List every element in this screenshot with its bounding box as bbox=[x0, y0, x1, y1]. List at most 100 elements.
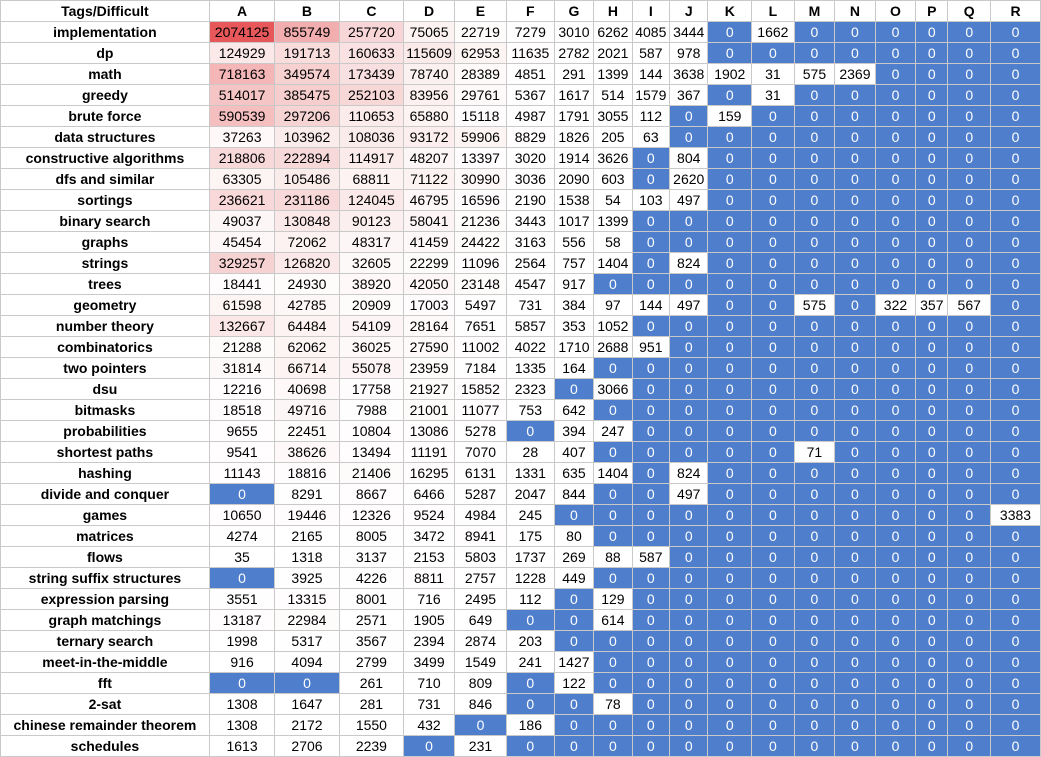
table-row: bitmasks 18518 49716 7988 21001 11077 753 642 0 0… bbox=[0, 399, 1041, 421]
heatmap-cell: 0 bbox=[707, 420, 753, 442]
heatmap-cell: 42785 bbox=[274, 294, 340, 316]
heatmap-cell: 0 bbox=[505, 420, 555, 442]
heatmap-cell: 567 bbox=[947, 294, 992, 316]
heatmap-cell: 0 bbox=[915, 630, 949, 652]
heatmap-cell: 2172 bbox=[274, 714, 340, 736]
heatmap-cell: 1318 bbox=[274, 546, 340, 568]
heatmap-cell: 0 bbox=[553, 504, 595, 526]
heatmap-cell: 0 bbox=[707, 735, 753, 757]
column-header-h: H bbox=[593, 0, 633, 22]
heatmap-cell: 1710 bbox=[553, 336, 595, 358]
row-label: meet-in-the-middle bbox=[0, 651, 210, 673]
heatmap-cell: 0 bbox=[751, 609, 795, 631]
heatmap-cell: 1579 bbox=[631, 84, 671, 106]
heatmap-cell: 0 bbox=[593, 630, 633, 652]
heatmap-cell: 12216 bbox=[208, 378, 276, 400]
heatmap-cell: 0 bbox=[669, 588, 709, 610]
heatmap-cell: 0 bbox=[915, 147, 949, 169]
column-header-i: I bbox=[631, 0, 671, 22]
heatmap-cell: 297206 bbox=[274, 105, 340, 127]
heatmap-cell: 2021 bbox=[593, 42, 633, 64]
heatmap-cell: 0 bbox=[669, 693, 709, 715]
heatmap-cell: 642 bbox=[553, 399, 595, 421]
column-header-e: E bbox=[454, 0, 507, 22]
heatmap-cell: 124929 bbox=[208, 42, 276, 64]
heatmap-cell: 0 bbox=[505, 672, 555, 694]
heatmap-cell: 0 bbox=[707, 315, 753, 337]
row-label: divide and conquer bbox=[0, 483, 210, 505]
heatmap-cell: 35 bbox=[208, 546, 276, 568]
row-label: sortings bbox=[0, 189, 210, 211]
heatmap-cell: 0 bbox=[834, 546, 876, 568]
heatmap-cell: 0 bbox=[707, 483, 753, 505]
heatmap-cell: 0 bbox=[669, 567, 709, 589]
heatmap-cell: 0 bbox=[834, 441, 876, 463]
heatmap-cell: 0 bbox=[834, 294, 876, 316]
heatmap-cell: 0 bbox=[707, 462, 753, 484]
heatmap-cell: 12326 bbox=[338, 504, 405, 526]
heatmap-cell: 0 bbox=[874, 693, 917, 715]
row-label: chinese remainder theorem bbox=[0, 714, 210, 736]
heatmap-cell: 757 bbox=[553, 252, 595, 274]
heatmap-cell: 23959 bbox=[403, 357, 455, 379]
heatmap-cell: 0 bbox=[505, 609, 555, 631]
heatmap-cell: 0 bbox=[834, 105, 876, 127]
heatmap-cell: 31814 bbox=[208, 357, 276, 379]
column-header-l: L bbox=[751, 0, 795, 22]
heatmap-cell: 0 bbox=[834, 651, 876, 673]
heatmap-cell: 0 bbox=[990, 147, 1041, 169]
column-header-c: C bbox=[338, 0, 405, 22]
heatmap-cell: 7279 bbox=[505, 21, 555, 43]
heatmap-cell: 132667 bbox=[208, 315, 276, 337]
heatmap-cell: 0 bbox=[707, 588, 753, 610]
heatmap-cell: 603 bbox=[593, 168, 633, 190]
heatmap-cell: 0 bbox=[874, 546, 917, 568]
row-label: matrices bbox=[0, 525, 210, 547]
heatmap-cell: 0 bbox=[707, 84, 753, 106]
heatmap-cell: 28164 bbox=[403, 315, 455, 337]
heatmap-cell: 122 bbox=[553, 672, 595, 694]
heatmap-cell: 514017 bbox=[208, 84, 276, 106]
heatmap-cell: 11191 bbox=[403, 441, 455, 463]
heatmap-cell: 716 bbox=[403, 588, 455, 610]
heatmap-cell: 203 bbox=[505, 630, 555, 652]
heatmap-cell: 0 bbox=[947, 42, 992, 64]
heatmap-cell: 0 bbox=[669, 525, 709, 547]
column-header-a: A bbox=[208, 0, 276, 22]
heatmap-cell: 0 bbox=[553, 609, 595, 631]
heatmap-cell: 0 bbox=[947, 105, 992, 127]
heatmap-cell: 731 bbox=[505, 294, 555, 316]
heatmap-cell: 0 bbox=[990, 693, 1041, 715]
heatmap-cell: 29761 bbox=[454, 84, 507, 106]
heatmap-cell: 846 bbox=[454, 693, 507, 715]
heatmap-cell: 6262 bbox=[593, 21, 633, 43]
heatmap-cell: 0 bbox=[990, 462, 1041, 484]
heatmap-cell: 126820 bbox=[274, 252, 340, 274]
heatmap-cell: 4094 bbox=[274, 651, 340, 673]
heatmap-cell: 245 bbox=[505, 504, 555, 526]
heatmap-cell: 0 bbox=[631, 210, 671, 232]
heatmap-cell: 0 bbox=[793, 231, 836, 253]
table-row: graphs 45454 72062 48317 41459 24422 3163 556 58… bbox=[0, 231, 1041, 253]
heatmap-cell: 15118 bbox=[454, 105, 507, 127]
heatmap-cell: 0 bbox=[834, 609, 876, 631]
heatmap-cell: 2495 bbox=[454, 588, 507, 610]
heatmap-cell: 0 bbox=[874, 567, 917, 589]
heatmap-cell: 1404 bbox=[593, 462, 633, 484]
heatmap-cell: 49037 bbox=[208, 210, 276, 232]
heatmap-cell: 17758 bbox=[338, 378, 405, 400]
heatmap-cell: 0 bbox=[947, 609, 992, 631]
heatmap-cell: 2074125 bbox=[208, 21, 276, 43]
heatmap-cell: 6131 bbox=[454, 462, 507, 484]
heatmap-cell: 63 bbox=[631, 126, 671, 148]
heatmap-cell: 0 bbox=[915, 315, 949, 337]
row-label: two pointers bbox=[0, 357, 210, 379]
heatmap-cell: 0 bbox=[915, 231, 949, 253]
heatmap-cell: 575 bbox=[793, 63, 836, 85]
column-header-d: D bbox=[403, 0, 455, 22]
heatmap-cell: 1017 bbox=[553, 210, 595, 232]
table-row: matrices 4274 2165 8005 3472 8941 175 80 0 0 0 0 0 0 0… bbox=[0, 525, 1041, 547]
heatmap-cell: 0 bbox=[707, 504, 753, 526]
table-row: games 10650 19446 12326 9524 4984 245 0 0 0 0 0 0 0 0 0… bbox=[0, 504, 1041, 526]
